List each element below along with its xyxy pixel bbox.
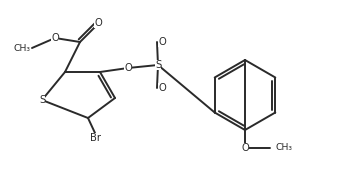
- Text: S: S: [155, 60, 161, 70]
- Text: O: O: [158, 37, 166, 47]
- Text: O: O: [124, 63, 132, 73]
- Text: S: S: [39, 95, 45, 105]
- Text: CH₃: CH₃: [276, 144, 293, 153]
- Text: O: O: [241, 143, 249, 153]
- Text: O: O: [94, 18, 102, 28]
- Text: O: O: [51, 33, 59, 43]
- Text: Br: Br: [90, 133, 100, 143]
- Text: O: O: [158, 83, 166, 93]
- Text: CH₃: CH₃: [13, 43, 30, 52]
